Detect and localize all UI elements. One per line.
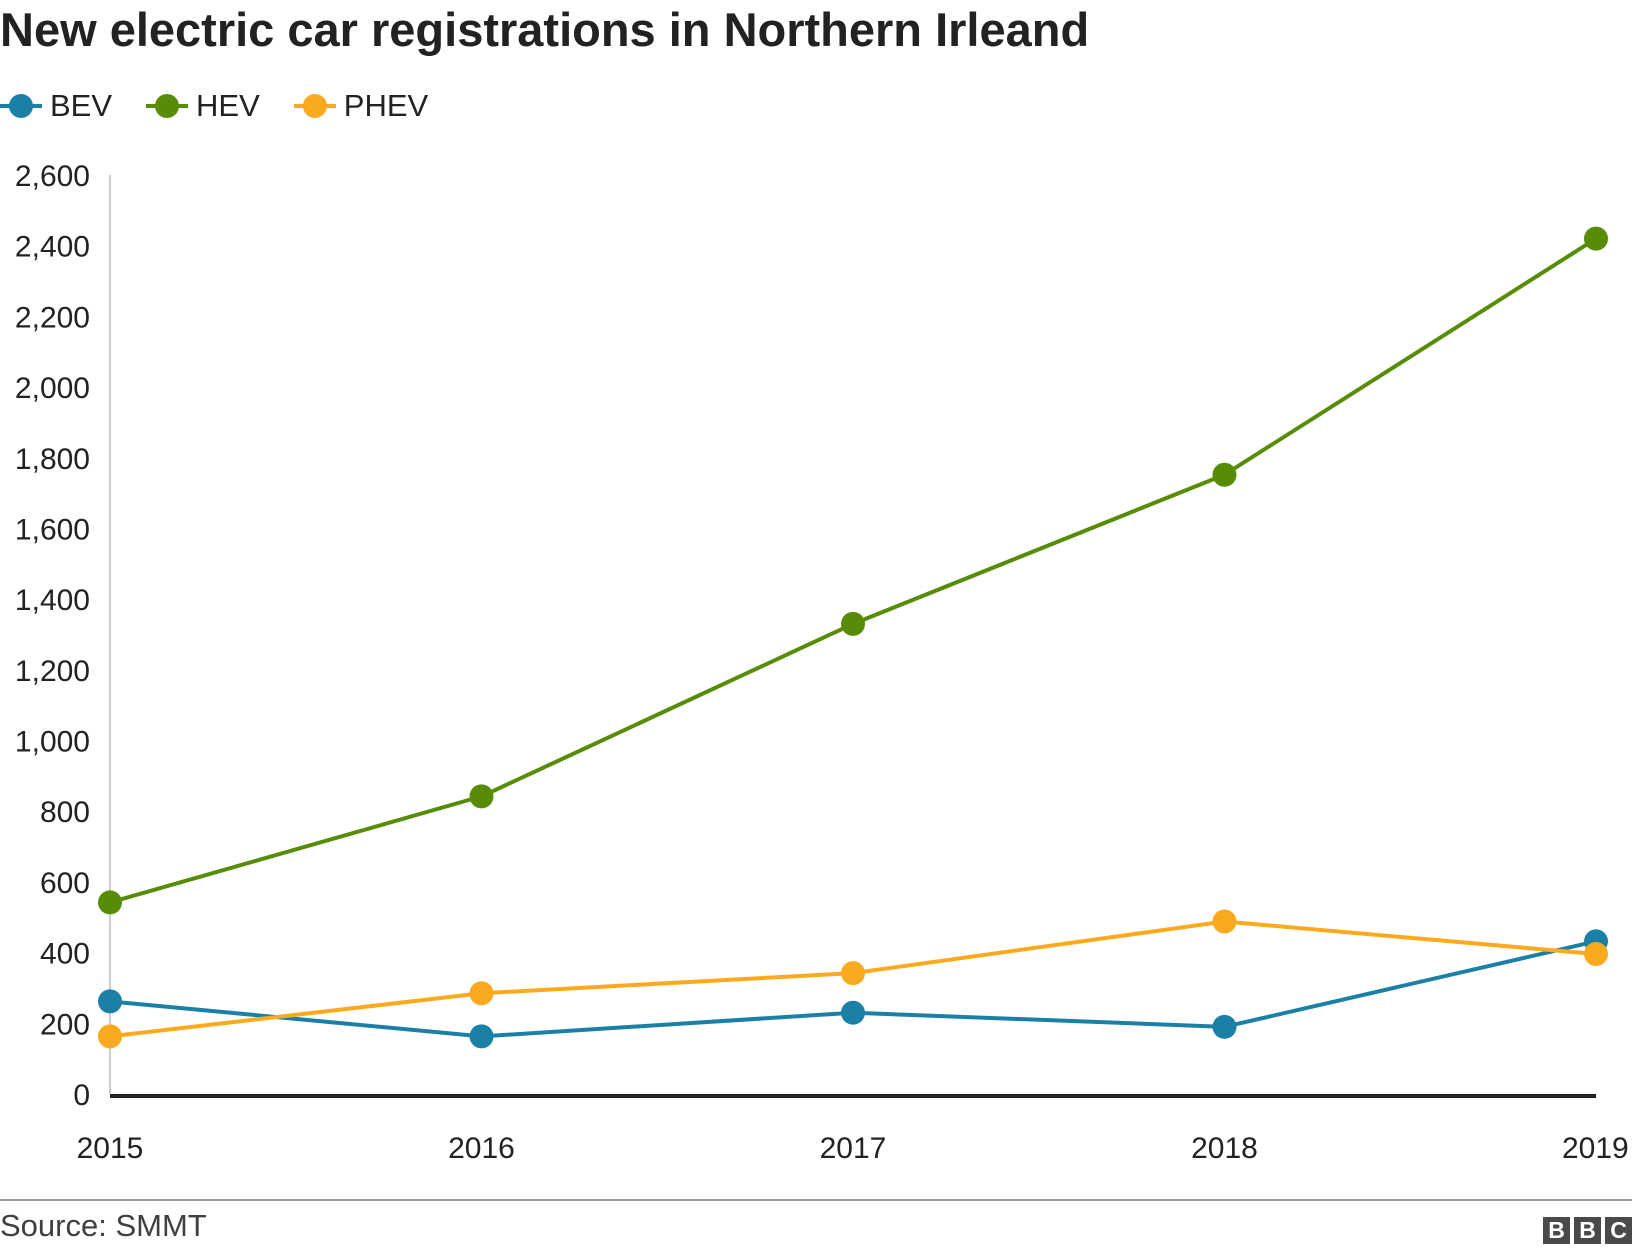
legend-marker-hev — [155, 94, 180, 118]
x-tick-label: 2015 — [77, 1132, 144, 1160]
y-tick-label: 2,000 — [15, 372, 90, 405]
data-point-phev — [98, 1024, 122, 1049]
legend-item-phev: PHEV — [293, 86, 429, 126]
data-point-bev — [841, 1000, 865, 1025]
y-tick-label: 1,400 — [15, 584, 90, 617]
chart-legend: BEV HEV PHEV — [0, 86, 462, 126]
y-tick-label: 200 — [40, 1008, 90, 1041]
y-tick-label: 600 — [40, 867, 90, 900]
data-point-bev — [98, 989, 122, 1014]
source-note: Source: SMMT — [0, 1208, 207, 1243]
data-point-phev — [841, 961, 865, 986]
line-chart: 0 200 400 600 800 1,000 1,200 1,400 1,600 1,800 2,… — [15, 160, 1629, 1160]
chart-title: New electric car registrations in Northe… — [0, 3, 1090, 56]
bbc-logo: B B C — [1539, 1217, 1632, 1244]
data-point-phev — [469, 981, 494, 1006]
series-line-hev — [109, 236, 1598, 905]
data-point-bev — [469, 1024, 494, 1049]
legend-swatch-phev — [293, 86, 336, 126]
legend-item-hev: HEV — [146, 86, 260, 126]
y-tick-label: 1,800 — [15, 443, 90, 476]
legend-swatch-hev — [146, 86, 189, 126]
y-tick-label: 0 — [73, 1079, 90, 1112]
legend-swatch-bev — [0, 86, 42, 126]
footer-divider — [0, 1199, 1632, 1201]
legend-label-bev: BEV — [50, 88, 113, 123]
data-point-phev — [1212, 909, 1237, 934]
y-tick-label: 800 — [40, 796, 90, 829]
data-point-bev — [1212, 1014, 1237, 1039]
data-point-hev — [841, 611, 865, 636]
y-tick-label: 2,600 — [15, 160, 90, 193]
data-point-hev — [469, 784, 494, 809]
bbc-logo-letter: B — [1574, 1217, 1601, 1244]
x-tick-label: 2016 — [448, 1132, 515, 1160]
bbc-logo-letter: C — [1605, 1217, 1632, 1244]
legend-marker-bev — [9, 94, 33, 118]
y-tick-label: 2,200 — [15, 301, 90, 334]
data-point-hev — [1212, 462, 1237, 487]
x-tick-label: 2017 — [820, 1132, 887, 1160]
y-tick-label: 1,000 — [15, 726, 90, 759]
bbc-logo-letter: B — [1543, 1217, 1570, 1244]
y-tick-label: 400 — [40, 938, 90, 971]
data-point-hev — [1584, 226, 1608, 251]
legend-marker-phev — [302, 94, 327, 118]
x-tick-label: 2019 — [1562, 1132, 1629, 1160]
legend-item-bev: BEV — [0, 86, 112, 126]
x-tick-label: 2018 — [1191, 1132, 1258, 1160]
data-point-phev — [1584, 942, 1608, 967]
legend-label-phev: PHEV — [343, 88, 429, 123]
y-tick-label: 1,600 — [15, 513, 90, 546]
y-tick-label: 1,200 — [15, 655, 90, 688]
data-point-hev — [98, 890, 122, 915]
y-tick-label: 2,400 — [15, 231, 90, 264]
legend-label-hev: HEV — [196, 88, 260, 123]
